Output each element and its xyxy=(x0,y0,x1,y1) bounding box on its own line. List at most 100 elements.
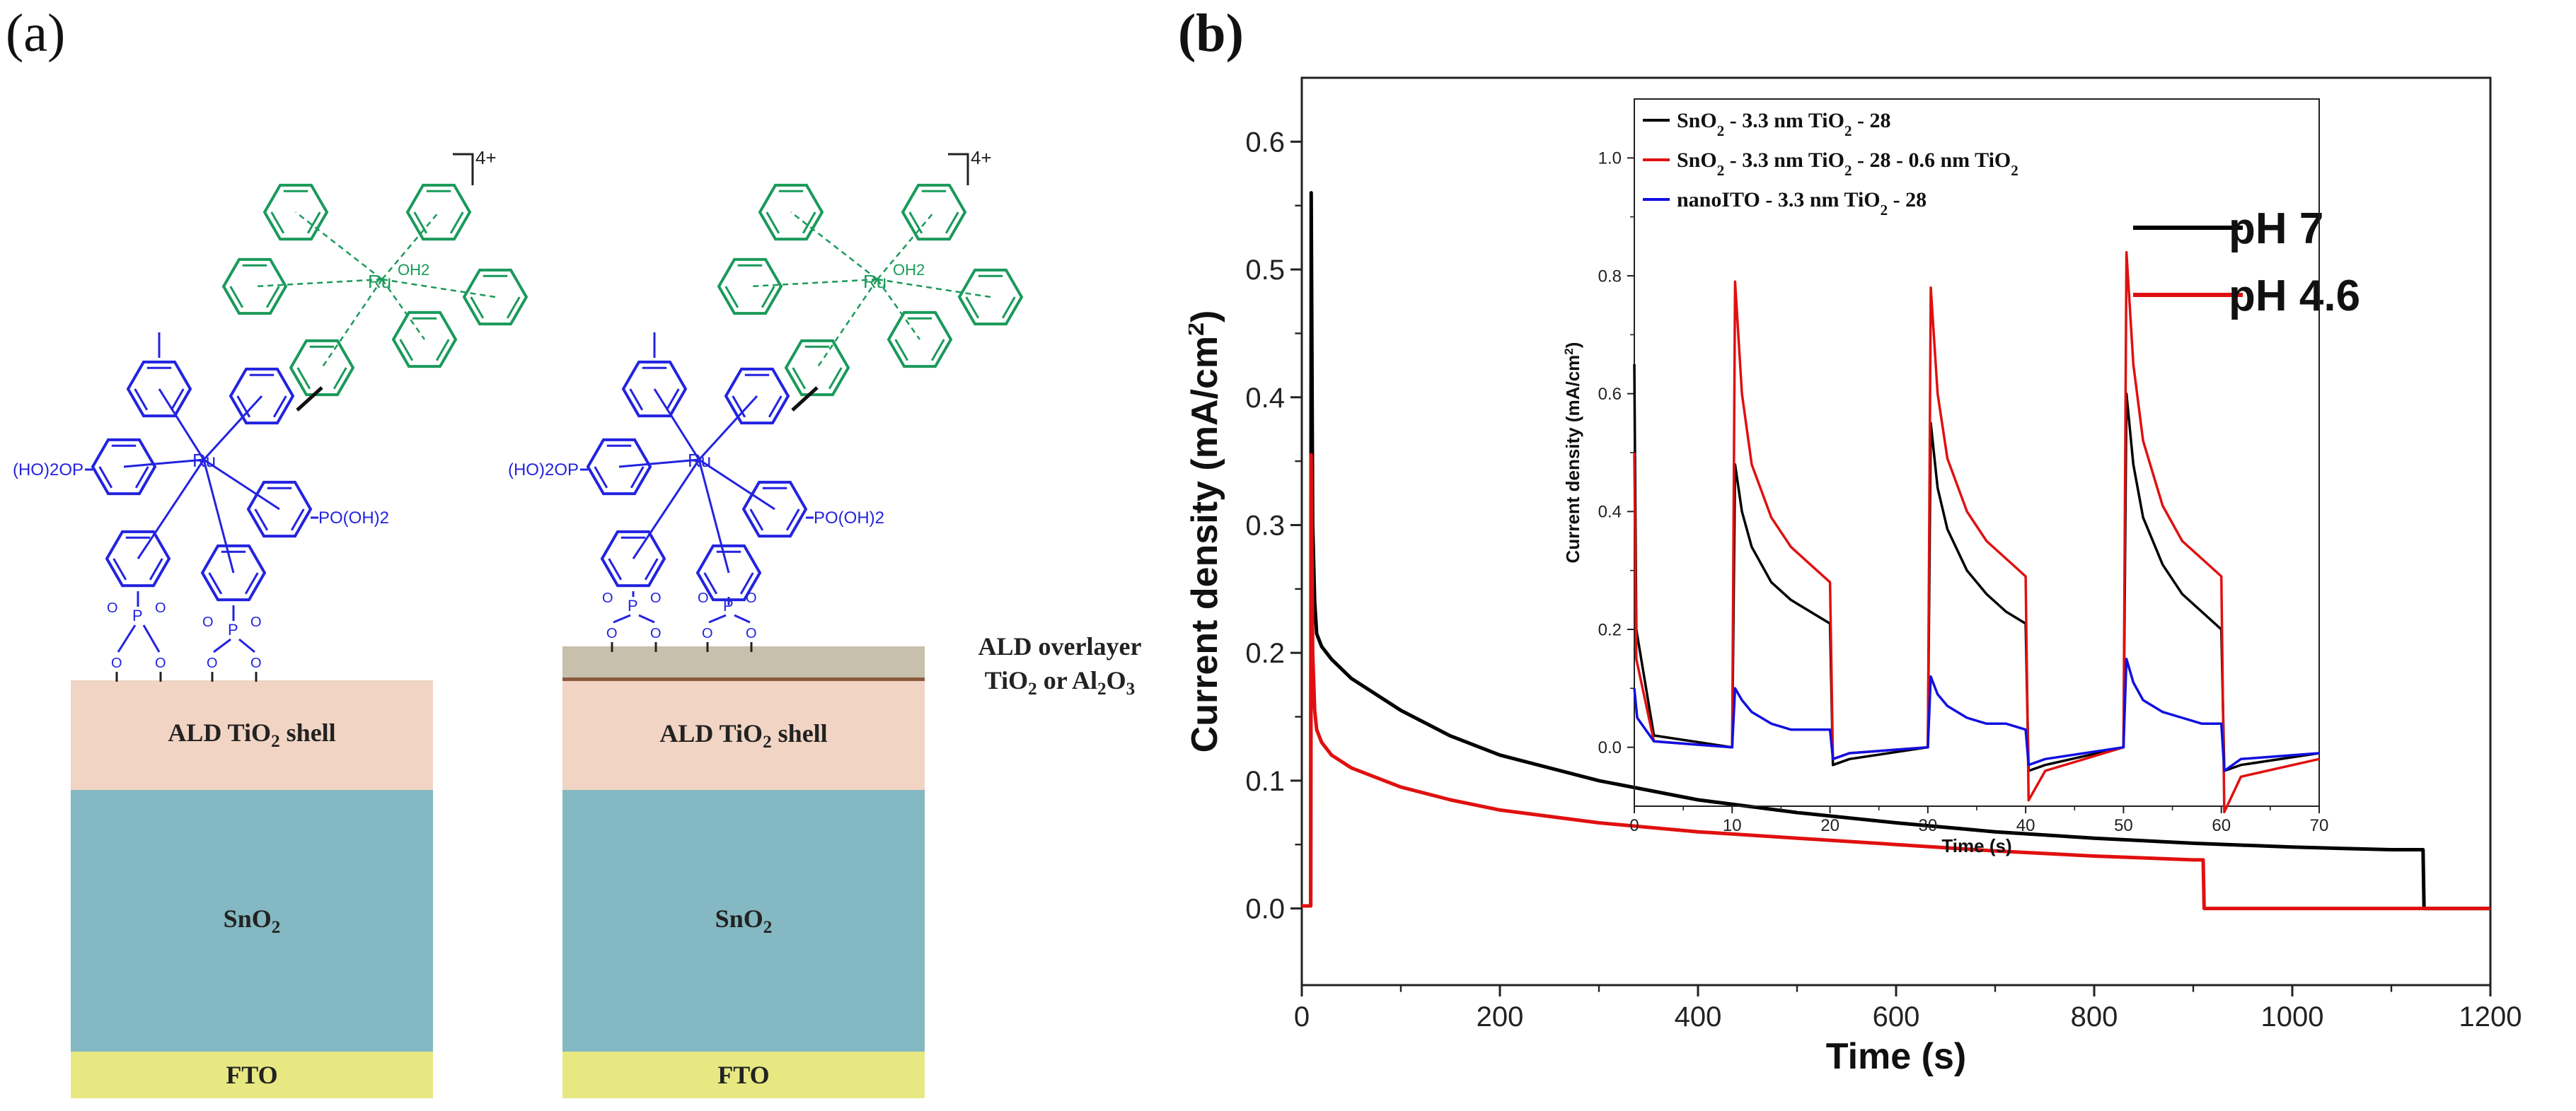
catalyst-pyridine-ring-bond xyxy=(965,296,980,319)
chromophore-coordination-bond xyxy=(698,458,775,511)
catalyst-coordination-bond xyxy=(877,211,935,280)
catalyst-pyridine-ring-bond xyxy=(1001,296,1016,319)
main-y-tick-label: 0.1 xyxy=(1245,766,1285,797)
inset-x-tick-label: 60 xyxy=(2212,816,2231,835)
chromophore-pyridine-ring-bond xyxy=(644,558,659,581)
anchor-oxygen: O xyxy=(250,656,262,671)
anchor-oxygen: O xyxy=(698,591,709,606)
charge-label: 4+ xyxy=(971,147,992,168)
main-x-tick-label: 800 xyxy=(2071,1001,2118,1033)
catalyst-pyridine-ring xyxy=(405,183,472,241)
phosphonate-right-label: PO(OH)2 xyxy=(814,508,884,528)
overlayer-label-line1: ALD overlayer xyxy=(978,632,1142,661)
main-y-tick-label: 0.3 xyxy=(1245,510,1285,541)
charge-label: 4+ xyxy=(475,147,497,168)
anchor-phosphorus: P xyxy=(723,597,734,615)
chromophore-methylpyridine-ring-bond xyxy=(665,388,680,411)
chromophore-coordination-bond xyxy=(618,458,700,468)
chromophore-pyridine-ring xyxy=(695,544,762,602)
chromophore-ru-atom: Ru xyxy=(192,450,216,471)
catalyst-coordination-bond xyxy=(877,278,991,298)
catalyst-pyridine-ring xyxy=(758,183,824,241)
catalyst-pyridine-ring xyxy=(462,268,529,326)
chromophore-pyridine-ring-bond xyxy=(272,395,287,418)
chromophore-coordination-bond xyxy=(137,459,205,559)
catalyst-aqua-ligand: OH2 xyxy=(893,261,925,279)
chromophore-pyridine-ring xyxy=(724,367,790,425)
chromophore-methylpyridine-ring xyxy=(126,360,192,418)
catalyst-pyridine-ring-bond xyxy=(470,296,485,319)
overlayer-interface-line xyxy=(562,677,925,681)
anchor-bond xyxy=(213,638,231,653)
main-y-tick-label: 0.0 xyxy=(1245,894,1285,925)
inset-x-tick-label: 20 xyxy=(1820,816,1839,835)
catalyst-bipyridine-ring-bond xyxy=(894,339,909,361)
catalyst-coordination-bond xyxy=(381,279,426,340)
inset-chart: 0 10 20 30 40 50 60 70 0.0 0.2 0.4 0.6 0.8 1.0 Time (s… xyxy=(1562,98,2328,856)
linker-bond xyxy=(791,386,819,412)
anchor-oxygen: O xyxy=(202,615,214,630)
chromophore-methylpyridine-ring-bond xyxy=(629,388,644,411)
inset-x-tick-label: 40 xyxy=(2016,816,2035,835)
right-shell-label: ALD TiO2 shell xyxy=(659,719,828,752)
catalyst-pyridine-ring xyxy=(957,268,1024,326)
main-legend-label-1: pH 7 xyxy=(2229,204,2323,253)
main-x-tick-label: 400 xyxy=(1675,1001,1722,1033)
inset-y-tick-label: 0.8 xyxy=(1598,267,1622,286)
catalyst-bipyridine-ring-bond xyxy=(930,339,945,361)
main-x-tick-label: 1200 xyxy=(2459,1001,2522,1033)
anchor-bond xyxy=(238,638,255,653)
catalyst-bipyridine-ring xyxy=(391,310,458,368)
inset-legend-label-1: SnO2 - 3.3 nm TiO2 - 28 xyxy=(1677,109,1890,139)
chromophore-coordination-bond xyxy=(653,388,700,460)
catalyst-pyridine-ring-bond xyxy=(802,211,816,234)
charge-bracket xyxy=(453,153,474,185)
overlayer-label-line2: TiO2 or Al2O3 xyxy=(984,666,1136,699)
anchor-oxygen: O xyxy=(606,626,618,641)
main-y-tick-label: 0.5 xyxy=(1245,255,1285,286)
linker-bond xyxy=(296,386,323,412)
main-x-tick-label: 0 xyxy=(1294,1001,1310,1033)
catalyst-pyridine-ring-bond xyxy=(908,211,923,234)
phosphonate-left-label: (HO)2OP xyxy=(13,460,83,479)
chromophore-phosphonate-ring xyxy=(586,438,652,496)
inset-y-tick-label: 0.6 xyxy=(1598,385,1622,404)
chromophore-pyridine-ring-bond xyxy=(732,395,746,418)
chromophore-coordination-bond xyxy=(698,395,758,461)
right-core-layer: SnO2 xyxy=(562,790,925,1052)
chromophore-pyridine-ring-bond xyxy=(149,558,163,581)
catalyst-benzimidazole-ring xyxy=(717,257,783,315)
catalyst-benzimidazole-ring-bond xyxy=(265,286,280,308)
catalyst-pyridine-ring-bond xyxy=(270,211,285,234)
catalyst-ru-atom: Ru xyxy=(863,271,886,292)
anchor-phosphorus: P xyxy=(228,621,238,639)
chromophore-phosphonate-ring-bond xyxy=(630,466,645,489)
catalyst-ring-bond xyxy=(828,367,843,390)
anchor-oxygen: O xyxy=(111,656,122,671)
anchor-oxygen: O xyxy=(702,626,713,641)
inset-x-tick-label: 10 xyxy=(1723,816,1742,835)
main-y-tick-label: 0.4 xyxy=(1245,383,1285,414)
panel-a-label: (a) xyxy=(6,4,66,63)
chromophore-phosphonate-ring xyxy=(246,480,313,538)
chromophore-ru-atom: Ru xyxy=(688,450,711,471)
catalyst-coordination-bond xyxy=(876,279,921,340)
anchor-oxygen: O xyxy=(155,600,166,616)
chromophore-coordination-bond xyxy=(158,388,205,460)
chromophore-pyridine-ring-bond xyxy=(739,572,754,595)
chromophore-phosphonate-ring-bond xyxy=(749,508,764,531)
catalyst-coordination-bond xyxy=(381,278,496,298)
catalyst-pyridine-ring-bond xyxy=(506,296,521,319)
chromophore-methylpyridine-ring-bond xyxy=(170,388,185,411)
catalyst-bipyridine-ring-bond xyxy=(399,339,414,361)
chromophore-coordination-bond xyxy=(698,459,730,574)
panel-b-label: (b) xyxy=(1178,4,1244,63)
chromophore-pyridine-ring-bond xyxy=(768,395,782,418)
main-y-tick-label: 0.6 xyxy=(1245,127,1285,158)
chromophore-phosphonate-ring-bond xyxy=(290,508,305,531)
anchor-oxygen: O xyxy=(155,656,166,671)
left-substrate-layer: FTO xyxy=(71,1052,433,1098)
anchor-oxygen: O xyxy=(650,626,662,641)
